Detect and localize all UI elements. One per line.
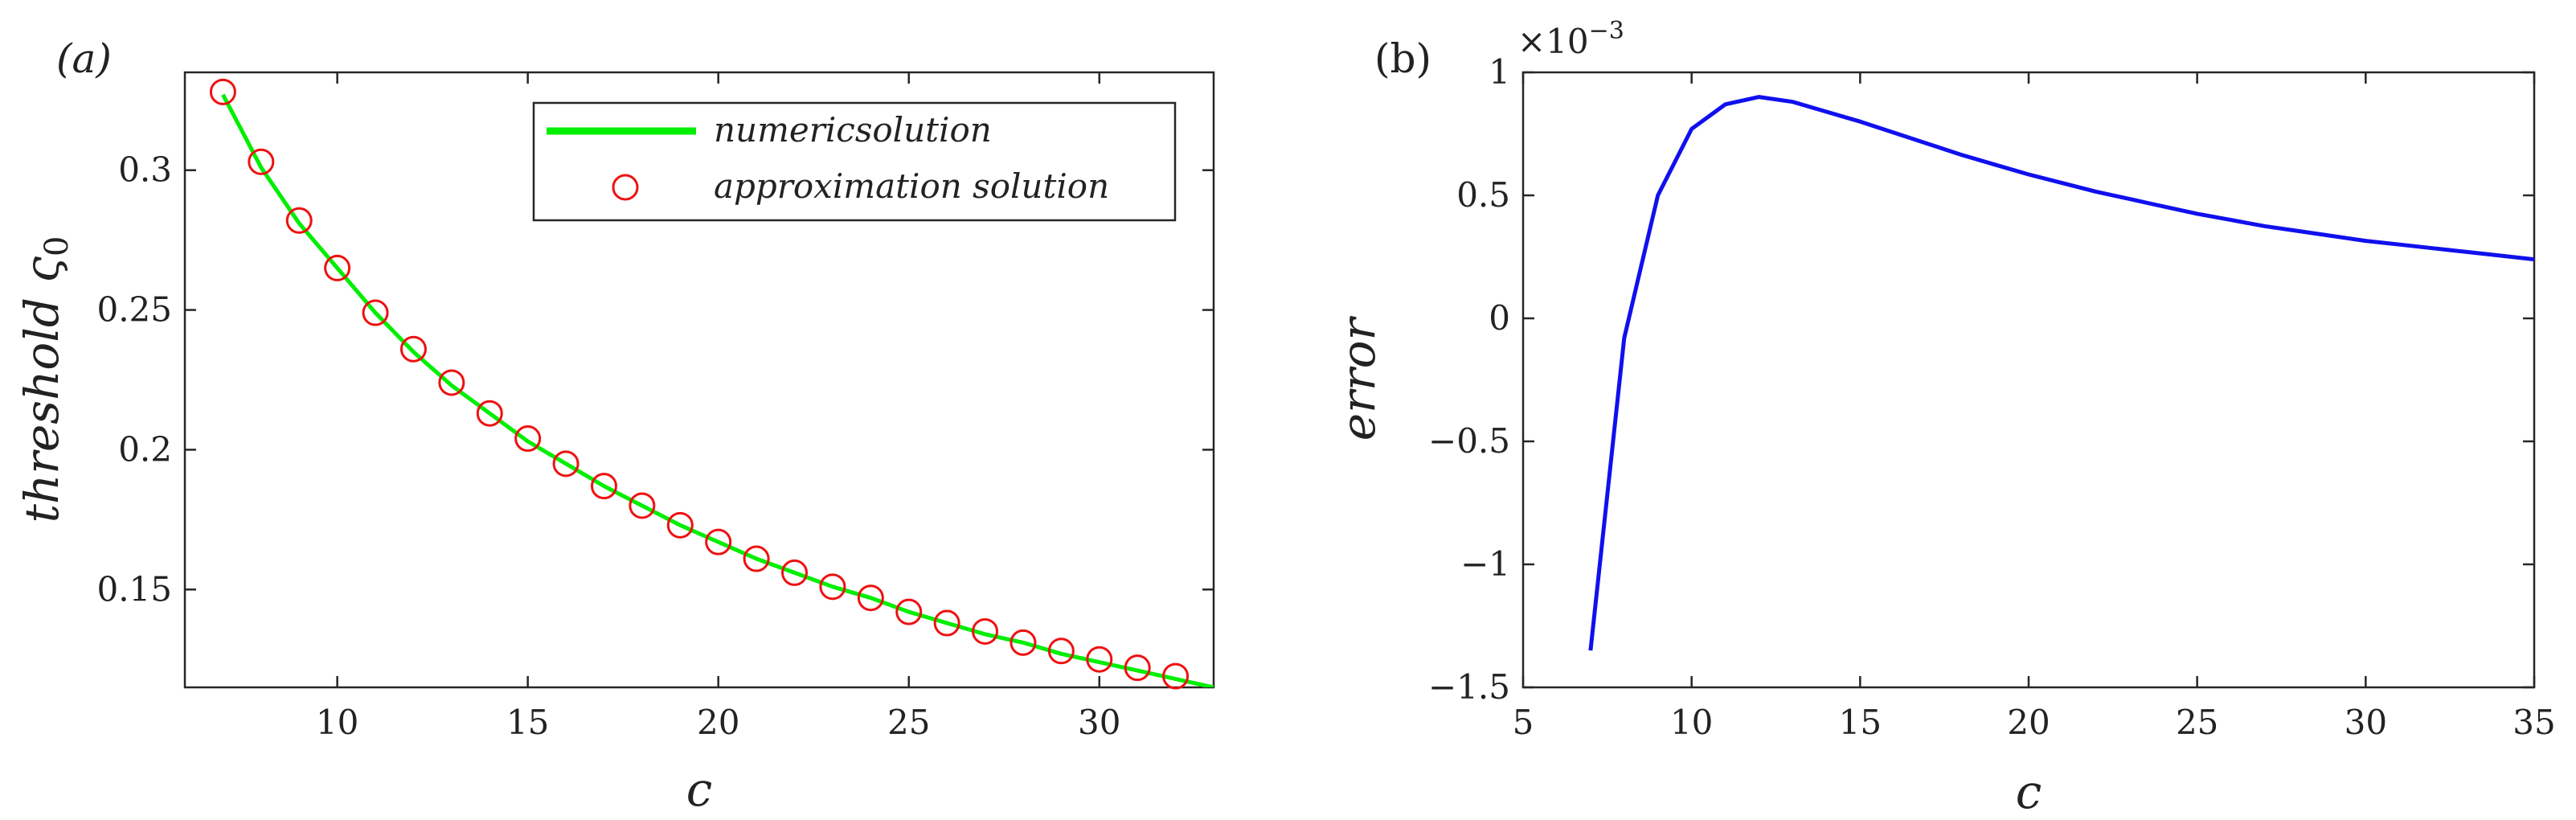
panel-0-data-point xyxy=(743,545,770,572)
panel-1-x-tick-label: 35 xyxy=(2513,703,2555,742)
panel-0-data-point xyxy=(438,369,465,396)
panel-0-data-point xyxy=(476,400,503,427)
panel-a-plot-area xyxy=(209,78,1214,690)
panel-0-y-tick-label: 0.2 xyxy=(118,429,172,469)
panel-b-ticks: 5 10 15 20 25 30 35 −1.5 −1 −0.5 0 0.5 1 xyxy=(1428,52,2556,742)
panel-0-data-point xyxy=(1086,646,1113,673)
panel-a: (a) 10 15 20 25 30 0.15 0.2 0.25 0.3 c threshold… xyxy=(14,35,1215,817)
panel-0-data-point xyxy=(514,425,542,453)
panel-b: (b) ×10−3 5 10 15 20 25 30 35 −1.5 −1 −0.5 0 0.5 1 c… xyxy=(1331,17,2556,819)
legend-label-numeric: numericsolution xyxy=(714,110,992,150)
panel-0-data-point xyxy=(1124,654,1151,682)
panel-0-data-point xyxy=(857,584,884,612)
panel-0-data-point xyxy=(590,473,617,500)
panel-b-label: (b) xyxy=(1374,35,1431,82)
panel-0-data-point xyxy=(285,207,313,234)
panel-1-series-line xyxy=(1588,95,2534,651)
panel-1-y-tick-label: −0.5 xyxy=(1428,421,1510,461)
panel-0-data-point xyxy=(362,299,389,326)
panel-0-x-tick-label: 30 xyxy=(1078,703,1120,742)
panel-0-x-tick-label: 10 xyxy=(316,703,358,742)
panel-0-y-tick-label: 0.15 xyxy=(96,569,172,609)
legend-label-approximation: approximation solution xyxy=(714,166,1109,206)
panel-1-y-tick-label: 0.5 xyxy=(1456,175,1510,215)
panel-1-x-tick-label: 5 xyxy=(1513,703,1534,742)
panel-0-data-point xyxy=(1162,662,1190,690)
panel-1-y-tick-label: 0 xyxy=(1489,298,1510,338)
panel-0-data-point xyxy=(666,511,694,539)
panel-0-data-point xyxy=(819,573,846,601)
panel-0-data-point xyxy=(781,559,809,586)
panel-a-label: (a) xyxy=(56,35,112,82)
panel-1-y-tick-label: −1.5 xyxy=(1428,667,1510,707)
panel-0-data-point xyxy=(933,609,960,637)
panel-0-data-point xyxy=(552,450,579,478)
panel-1-x-tick-label: 10 xyxy=(1670,703,1713,742)
panel-1-x-tick-label: 25 xyxy=(2176,703,2218,742)
panel-0-x-tick-label: 20 xyxy=(697,703,739,742)
panel-1-x-tick-label: 30 xyxy=(2345,703,2387,742)
legend-circle-swatch xyxy=(612,174,639,201)
panel-0-data-point xyxy=(399,335,427,363)
panel-b-y-label: error xyxy=(1331,316,1386,441)
panel-0-data-point xyxy=(1010,629,1037,656)
panel-0-data-point xyxy=(324,254,351,281)
panel-1-y-tick-label: 1 xyxy=(1489,52,1510,92)
panel-0-data-point xyxy=(972,617,999,645)
panel-1-y-tick-label: −1 xyxy=(1460,544,1510,584)
panel-0-data-point xyxy=(705,528,732,556)
panel-0-data-point xyxy=(248,148,275,175)
panel-0-data-point xyxy=(209,78,236,105)
panel-a-legend: numericsolution approximation solution xyxy=(532,101,1177,222)
legend-box xyxy=(532,101,1177,222)
panel-0-data-point xyxy=(1047,638,1075,665)
panel-a-x-label: c xyxy=(686,762,712,817)
panel-0-y-tick-label: 0.25 xyxy=(96,290,172,330)
panel-0-y-tick-label: 0.3 xyxy=(118,150,172,190)
panel-b-x-label: c xyxy=(2016,765,2042,819)
panel-0-data-point xyxy=(629,492,656,519)
panel-b-plot-area xyxy=(1588,95,2534,651)
panel-1-x-tick-label: 15 xyxy=(1839,703,1882,742)
panel-a-ticks: 10 15 20 25 30 0.15 0.2 0.25 0.3 xyxy=(96,72,1214,742)
panel-0-x-tick-label: 25 xyxy=(887,703,930,742)
panel-b-exponent: ×10−3 xyxy=(1517,17,1624,61)
panel-1-x-tick-label: 20 xyxy=(2007,703,2050,742)
panel-0-data-point xyxy=(895,598,923,625)
panel-0-x-tick-label: 15 xyxy=(506,703,549,742)
panel-a-y-label: threshold ς0 xyxy=(14,236,76,523)
